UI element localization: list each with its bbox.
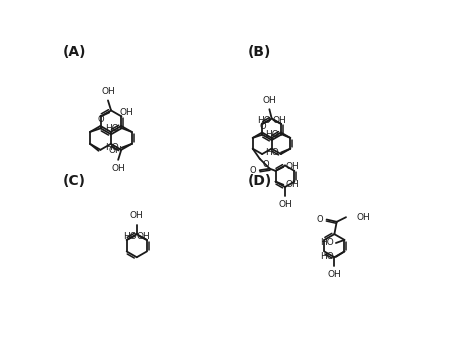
Text: (B): (B) <box>247 45 271 59</box>
Text: (C): (C) <box>63 174 86 188</box>
Text: O: O <box>260 122 266 131</box>
Text: O: O <box>262 160 269 169</box>
Text: OH: OH <box>137 231 151 240</box>
Text: OH: OH <box>356 213 370 222</box>
Text: OH: OH <box>119 108 133 117</box>
Text: HO: HO <box>265 129 279 138</box>
Text: OH: OH <box>273 116 286 125</box>
Text: OH: OH <box>130 211 144 220</box>
Text: O: O <box>98 116 105 125</box>
Text: HO: HO <box>265 148 279 157</box>
Text: OH: OH <box>286 162 300 171</box>
Text: HO: HO <box>123 231 137 240</box>
Text: OH: OH <box>263 96 276 105</box>
Text: (A): (A) <box>63 45 87 59</box>
Text: O: O <box>317 215 324 224</box>
Text: OH: OH <box>109 146 122 155</box>
Text: (D): (D) <box>247 174 272 188</box>
Text: OH: OH <box>278 200 292 209</box>
Text: HO: HO <box>320 252 334 261</box>
Text: OH: OH <box>111 164 125 174</box>
Text: HO: HO <box>320 238 334 247</box>
Text: HO: HO <box>257 116 271 125</box>
Text: O: O <box>249 166 256 175</box>
Text: HO: HO <box>106 143 119 152</box>
Text: OH: OH <box>286 180 300 189</box>
Text: OH: OH <box>328 270 341 279</box>
Text: HO: HO <box>106 124 119 133</box>
Text: OH: OH <box>101 87 115 96</box>
